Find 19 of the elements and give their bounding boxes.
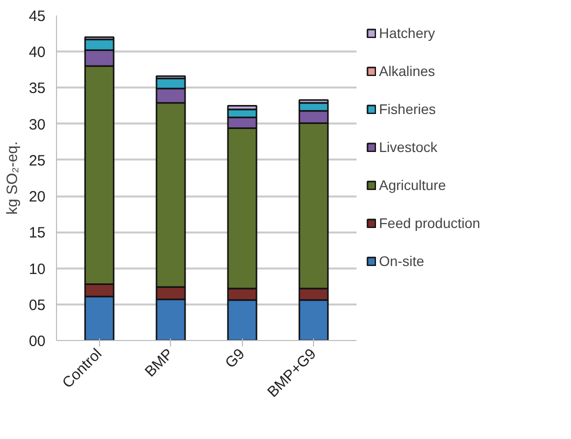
y-tick-label: 10 (28, 260, 46, 278)
y-tick-label: 40 (28, 44, 46, 62)
legend-label: Livestock (379, 139, 438, 155)
y-tick-label: 45 (28, 8, 46, 25)
legend-label: Agriculture (379, 177, 446, 193)
legend-label: Fisheries (379, 101, 436, 117)
legend-label: Alkalines (379, 63, 436, 79)
y-tick-label: 25 (28, 152, 46, 170)
y-tick-label: 35 (28, 80, 46, 98)
y-tick-label: 30 (28, 116, 46, 134)
y-tick-label: 20 (28, 188, 46, 206)
y-tick-label: 00 (28, 333, 46, 350)
legend-label: Hatchery (379, 25, 436, 41)
legend-label: Feed production (379, 215, 480, 231)
y-tick-label: 15 (28, 224, 46, 242)
x-tick-label: G9 (222, 345, 248, 372)
y-axis-title: kg SO₂-eq. (4, 141, 21, 215)
y-tick-label: 05 (28, 296, 46, 314)
legend-label: On-site (379, 253, 424, 269)
